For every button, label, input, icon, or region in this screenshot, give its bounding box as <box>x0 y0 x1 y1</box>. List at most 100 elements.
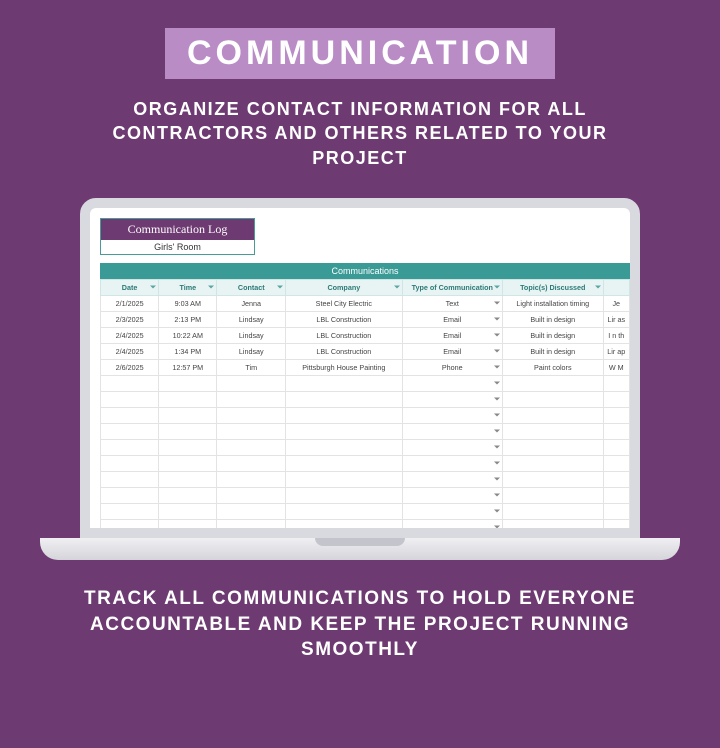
cell-type[interactable]: Email <box>402 343 503 359</box>
cell-date[interactable] <box>101 375 159 391</box>
cell-company[interactable] <box>286 519 402 535</box>
cell-note[interactable] <box>603 503 629 519</box>
cell-topic[interactable] <box>503 423 604 439</box>
cell-note[interactable] <box>603 519 629 535</box>
cell-topic[interactable] <box>503 375 604 391</box>
cell-time[interactable] <box>159 519 217 535</box>
cell-topic[interactable] <box>503 391 604 407</box>
cell-contact[interactable] <box>217 503 286 519</box>
cell-date[interactable] <box>101 487 159 503</box>
cell-topic[interactable] <box>503 503 604 519</box>
cell-company[interactable] <box>286 471 402 487</box>
cell-contact[interactable] <box>217 407 286 423</box>
chevron-down-icon[interactable] <box>494 318 500 321</box>
chevron-down-icon[interactable] <box>494 494 500 497</box>
chevron-down-icon[interactable] <box>494 510 500 513</box>
cell-contact[interactable] <box>217 455 286 471</box>
cell-type[interactable] <box>402 439 503 455</box>
cell-contact[interactable]: Lindsay <box>217 327 286 343</box>
cell-type[interactable]: Email <box>402 311 503 327</box>
cell-date[interactable]: 2/3/2025 <box>101 311 159 327</box>
cell-note[interactable] <box>603 391 629 407</box>
cell-time[interactable] <box>159 503 217 519</box>
cell-topic[interactable]: Built in design <box>503 343 604 359</box>
cell-type[interactable] <box>402 391 503 407</box>
cell-time[interactable]: 9:03 AM <box>159 295 217 311</box>
cell-contact[interactable] <box>217 471 286 487</box>
cell-contact[interactable] <box>217 391 286 407</box>
col-header-company[interactable]: Company <box>286 279 402 295</box>
cell-date[interactable]: 2/6/2025 <box>101 359 159 375</box>
cell-note[interactable] <box>603 439 629 455</box>
cell-note[interactable] <box>603 487 629 503</box>
chevron-down-icon[interactable] <box>494 382 500 385</box>
filter-icon[interactable] <box>394 286 400 289</box>
cell-time[interactable] <box>159 439 217 455</box>
cell-contact[interactable]: Jenna <box>217 295 286 311</box>
cell-company[interactable] <box>286 423 402 439</box>
col-header-contact[interactable]: Contact <box>217 279 286 295</box>
cell-time[interactable] <box>159 487 217 503</box>
cell-company[interactable] <box>286 503 402 519</box>
cell-topic[interactable]: Light installation timing <box>503 295 604 311</box>
cell-time[interactable]: 1:34 PM <box>159 343 217 359</box>
cell-time[interactable] <box>159 375 217 391</box>
filter-icon[interactable] <box>494 286 500 289</box>
cell-topic[interactable] <box>503 407 604 423</box>
cell-contact[interactable] <box>217 519 286 535</box>
cell-company[interactable] <box>286 487 402 503</box>
cell-note[interactable] <box>603 471 629 487</box>
col-header-topic[interactable]: Topic(s) Discussed <box>503 279 604 295</box>
cell-date[interactable] <box>101 423 159 439</box>
cell-date[interactable] <box>101 439 159 455</box>
chevron-down-icon[interactable] <box>494 398 500 401</box>
chevron-down-icon[interactable] <box>494 430 500 433</box>
col-header-date[interactable]: Date <box>101 279 159 295</box>
filter-icon[interactable] <box>150 286 156 289</box>
cell-time[interactable]: 2:13 PM <box>159 311 217 327</box>
cell-contact[interactable]: Lindsay <box>217 343 286 359</box>
cell-topic[interactable] <box>503 487 604 503</box>
cell-contact[interactable] <box>217 423 286 439</box>
cell-type[interactable] <box>402 471 503 487</box>
cell-topic[interactable]: Built in design <box>503 327 604 343</box>
cell-contact[interactable] <box>217 375 286 391</box>
cell-date[interactable]: 2/4/2025 <box>101 343 159 359</box>
col-header-time[interactable]: Time <box>159 279 217 295</box>
filter-icon[interactable] <box>595 286 601 289</box>
cell-company[interactable] <box>286 455 402 471</box>
chevron-down-icon[interactable] <box>494 366 500 369</box>
cell-company[interactable] <box>286 439 402 455</box>
cell-topic[interactable]: Paint colors <box>503 359 604 375</box>
cell-date[interactable] <box>101 519 159 535</box>
cell-topic[interactable] <box>503 455 604 471</box>
cell-type[interactable] <box>402 503 503 519</box>
cell-date[interactable]: 2/1/2025 <box>101 295 159 311</box>
cell-date[interactable] <box>101 407 159 423</box>
cell-contact[interactable] <box>217 439 286 455</box>
cell-date[interactable] <box>101 391 159 407</box>
cell-topic[interactable] <box>503 471 604 487</box>
cell-topic[interactable] <box>503 519 604 535</box>
cell-company[interactable] <box>286 391 402 407</box>
cell-type[interactable] <box>402 519 503 535</box>
cell-company[interactable]: LBL Construction <box>286 327 402 343</box>
cell-time[interactable] <box>159 471 217 487</box>
cell-contact[interactable]: Lindsay <box>217 311 286 327</box>
cell-note[interactable]: Lir as <box>603 311 629 327</box>
cell-type[interactable] <box>402 423 503 439</box>
cell-note[interactable]: I n th <box>603 327 629 343</box>
cell-type[interactable]: Text <box>402 295 503 311</box>
cell-time[interactable]: 10:22 AM <box>159 327 217 343</box>
cell-company[interactable]: Steel City Electric <box>286 295 402 311</box>
cell-contact[interactable]: Tim <box>217 359 286 375</box>
cell-time[interactable] <box>159 407 217 423</box>
chevron-down-icon[interactable] <box>494 414 500 417</box>
cell-company[interactable]: LBL Construction <box>286 311 402 327</box>
cell-company[interactable]: LBL Construction <box>286 343 402 359</box>
chevron-down-icon[interactable] <box>494 478 500 481</box>
chevron-down-icon[interactable] <box>494 526 500 529</box>
cell-note[interactable]: Je <box>603 295 629 311</box>
cell-time[interactable] <box>159 455 217 471</box>
cell-type[interactable] <box>402 375 503 391</box>
